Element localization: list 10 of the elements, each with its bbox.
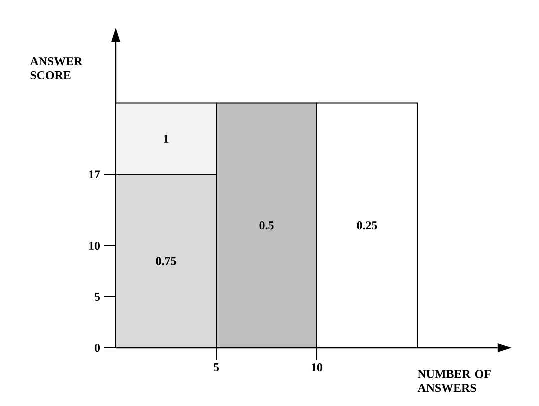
y-tick-label: 0 xyxy=(94,344,100,352)
x-axis-title: NUMBER OF ANSWERS xyxy=(418,370,491,392)
annotation: 0.5 xyxy=(260,222,274,230)
y-tick-label: 5 xyxy=(94,293,100,301)
y-tick-label: 10 xyxy=(89,242,100,250)
y-axis-title: ANSWER SCORE xyxy=(30,57,83,80)
annotation: 0.75 xyxy=(156,257,176,266)
y-tick-label: 17 xyxy=(89,170,100,179)
annotation: 0.25 xyxy=(357,222,378,230)
annotation: 1 xyxy=(164,134,169,143)
